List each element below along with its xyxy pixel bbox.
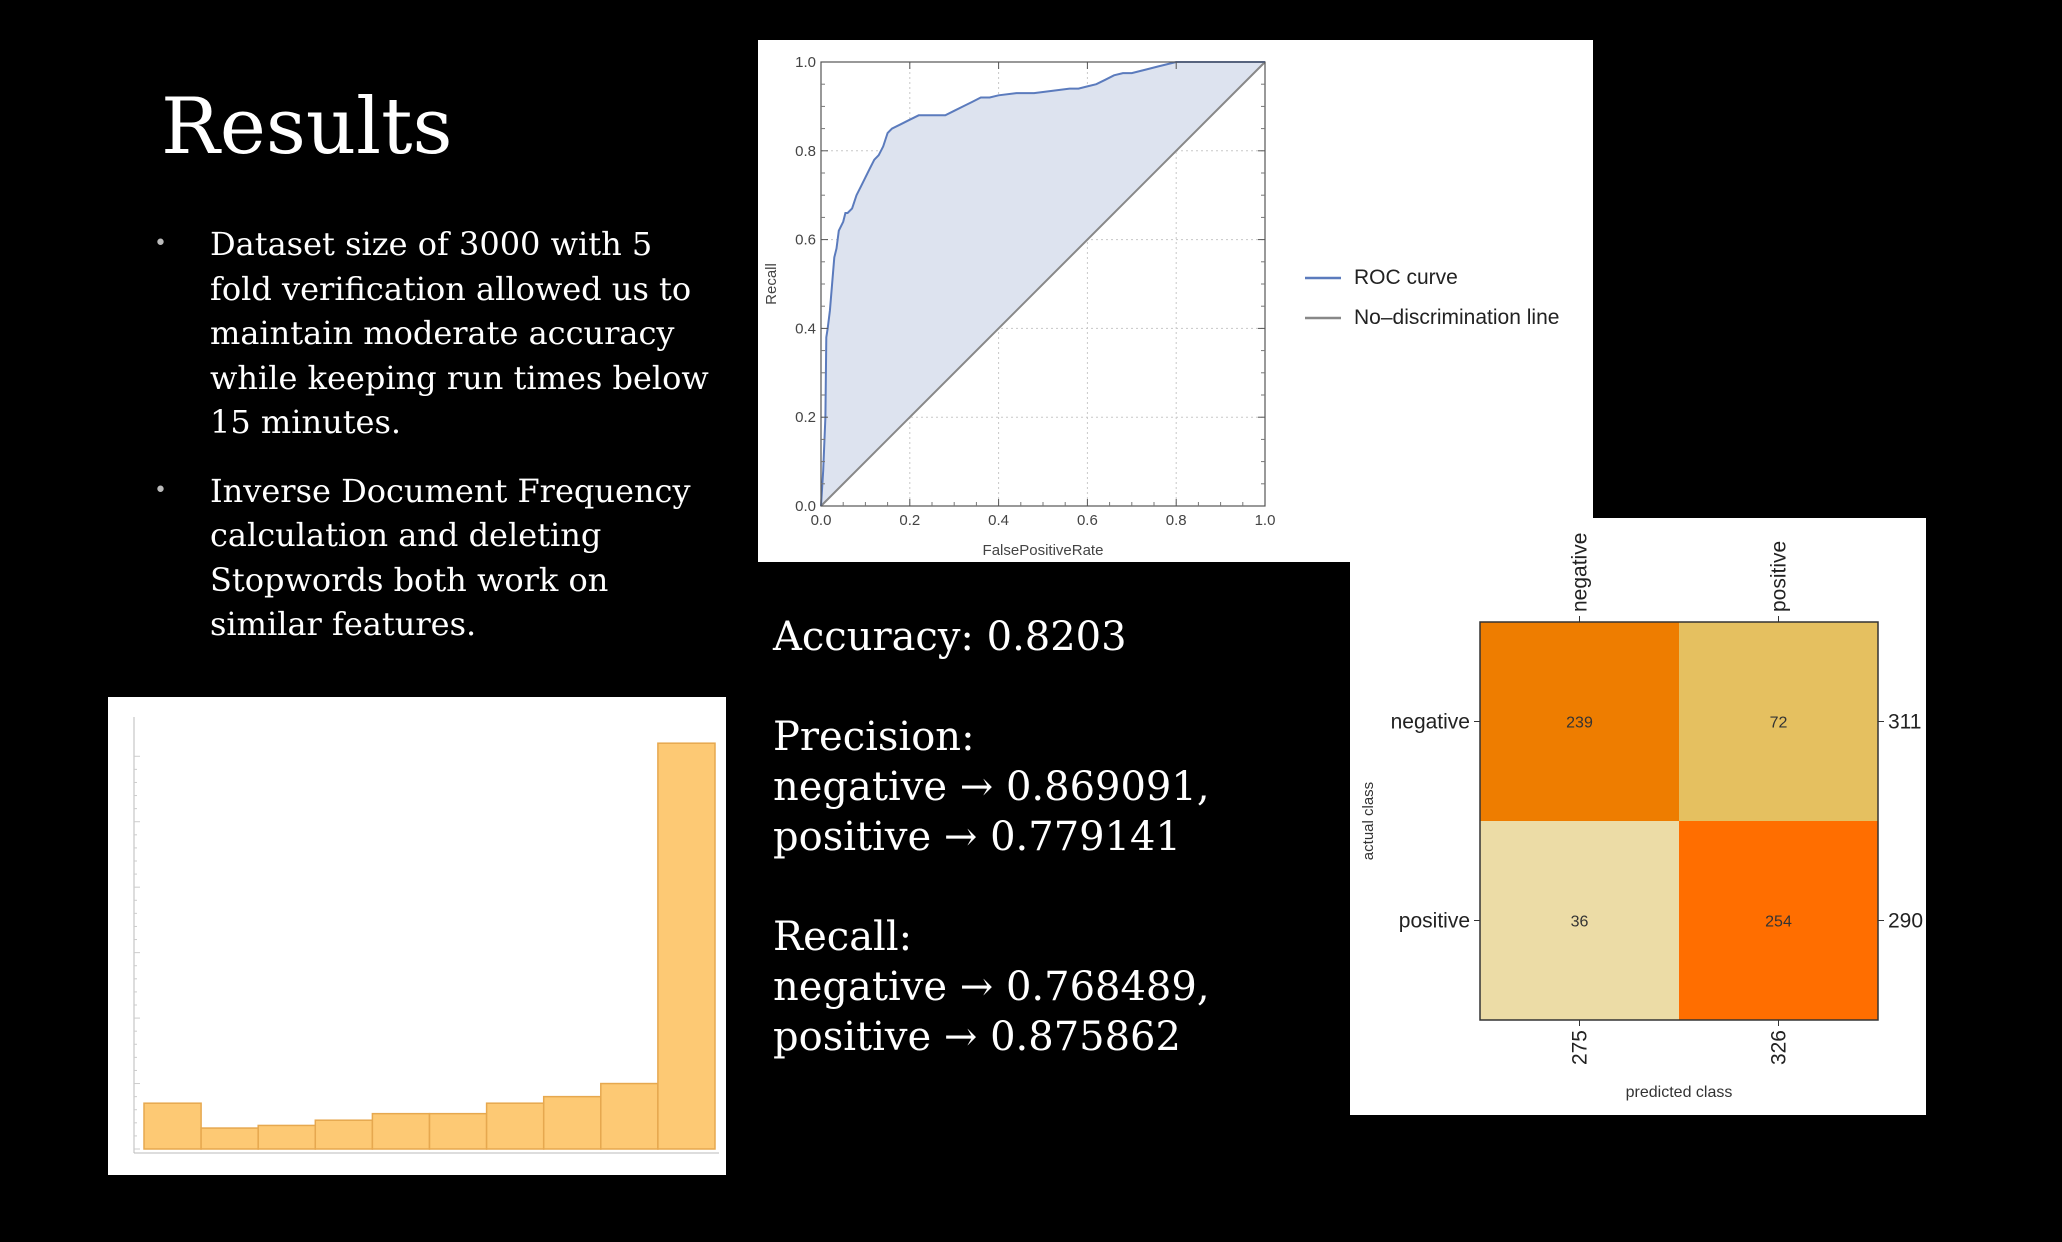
histogram-chart <box>133 717 719 1154</box>
cell-value: 72 <box>1770 715 1788 732</box>
no-discrimination-line <box>820 61 1266 507</box>
matrix-cell <box>1480 622 1679 821</box>
precision-negative: negative → 0.869091, <box>773 764 1210 810</box>
roc-curve-line <box>820 61 1265 507</box>
bullet-icon: • <box>154 477 167 503</box>
histogram-panel <box>108 697 726 1175</box>
x-axis-label: predicted class <box>1626 1084 1733 1101</box>
precision-positive: positive → 0.779141 <box>773 814 1181 860</box>
histogram-bar <box>200 1127 259 1150</box>
y-axis-label: Recall <box>763 263 780 305</box>
x-tick-label: 0.4 <box>988 512 1009 529</box>
histogram-bar <box>371 1112 431 1150</box>
row-total: 290 <box>1888 910 1923 933</box>
histogram-bar <box>657 742 716 1150</box>
roc-chart-panel: 0.0 0.2 0.4 0.6 0.8 1.0 0.0 0.2 0.4 0.6 0.8 1.0 Fals… <box>758 40 1593 562</box>
matrix-frame <box>1479 621 1879 1021</box>
roc-chart: 0.0 0.2 0.4 0.6 0.8 1.0 0.0 0.2 0.4 0.6 0.8 1.0 Fals… <box>763 54 1559 559</box>
recall-label: Recall: <box>773 914 913 960</box>
bullet-item: • Inverse Document Frequency calculation… <box>150 469 710 647</box>
histogram-bar <box>314 1119 374 1150</box>
slide-title: Results <box>161 82 453 172</box>
recall-negative: negative → 0.768489, <box>773 964 1210 1010</box>
col-total: 326 <box>1768 1030 1791 1065</box>
cell-value: 36 <box>1571 914 1589 931</box>
y-axis-label: actual class <box>1360 782 1377 860</box>
col-label: negative <box>1569 533 1592 612</box>
row-label: positive <box>1399 910 1470 933</box>
matrix-cell <box>1480 821 1679 1020</box>
cell-value: 254 <box>1765 914 1792 931</box>
x-tick-label: 0.2 <box>899 512 920 529</box>
y-tick-label: 0.0 <box>795 498 816 515</box>
x-tick-label: 0.8 <box>1166 512 1187 529</box>
row-total: 311 <box>1888 711 1921 734</box>
histogram-bar <box>485 1102 545 1150</box>
col-total: 275 <box>1569 1030 1592 1065</box>
histogram-bar <box>428 1112 488 1150</box>
y-tick-label: 0.2 <box>795 409 816 426</box>
y-tick-label: 0.8 <box>795 143 816 160</box>
x-tick-label: 1.0 <box>1255 512 1276 529</box>
accuracy-text: Accuracy: 0.8203 <box>773 614 1127 660</box>
bullet-list: • Dataset size of 3000 with 5 fold verif… <box>150 222 710 671</box>
y-tick-label: 1.0 <box>795 54 816 71</box>
bullet-icon: • <box>154 231 167 256</box>
confusion-matrix-panel: 239 72 36 254 negative 311 positive 290 negative… <box>1350 518 1926 1115</box>
histogram-bar <box>143 1102 202 1150</box>
histogram-bar <box>542 1095 602 1150</box>
matrix-cell <box>1679 622 1878 821</box>
row-label: negative <box>1391 711 1470 734</box>
bullet-item: • Dataset size of 3000 with 5 fold verif… <box>150 222 710 445</box>
y-tick-label: 0.4 <box>795 320 816 337</box>
x-axis-label: FalsePositiveRate <box>983 542 1104 559</box>
bullet-text: Dataset size of 3000 with 5 fold verific… <box>210 225 709 441</box>
matrix-cell <box>1679 821 1878 1020</box>
legend-label: No–discrimination line <box>1354 306 1559 329</box>
col-label: positive <box>1768 541 1791 612</box>
metrics-block: Accuracy: 0.8203 Precision: negative → 0… <box>773 612 1210 1062</box>
bullet-text: Inverse Document Frequency calculation a… <box>210 471 691 644</box>
x-tick-label: 0.0 <box>811 512 832 529</box>
legend-label: ROC curve <box>1354 266 1458 289</box>
histogram-bar <box>600 1082 659 1150</box>
cell-value: 239 <box>1566 715 1593 732</box>
confusion-matrix: 239 72 36 254 negative 311 positive 290 negative… <box>1360 533 1923 1101</box>
recall-positive: positive → 0.875862 <box>773 1014 1181 1060</box>
precision-label: Precision: <box>773 714 975 760</box>
x-tick-label: 0.6 <box>1077 512 1098 529</box>
histogram-bar <box>257 1124 317 1150</box>
y-tick-label: 0.6 <box>795 232 816 249</box>
